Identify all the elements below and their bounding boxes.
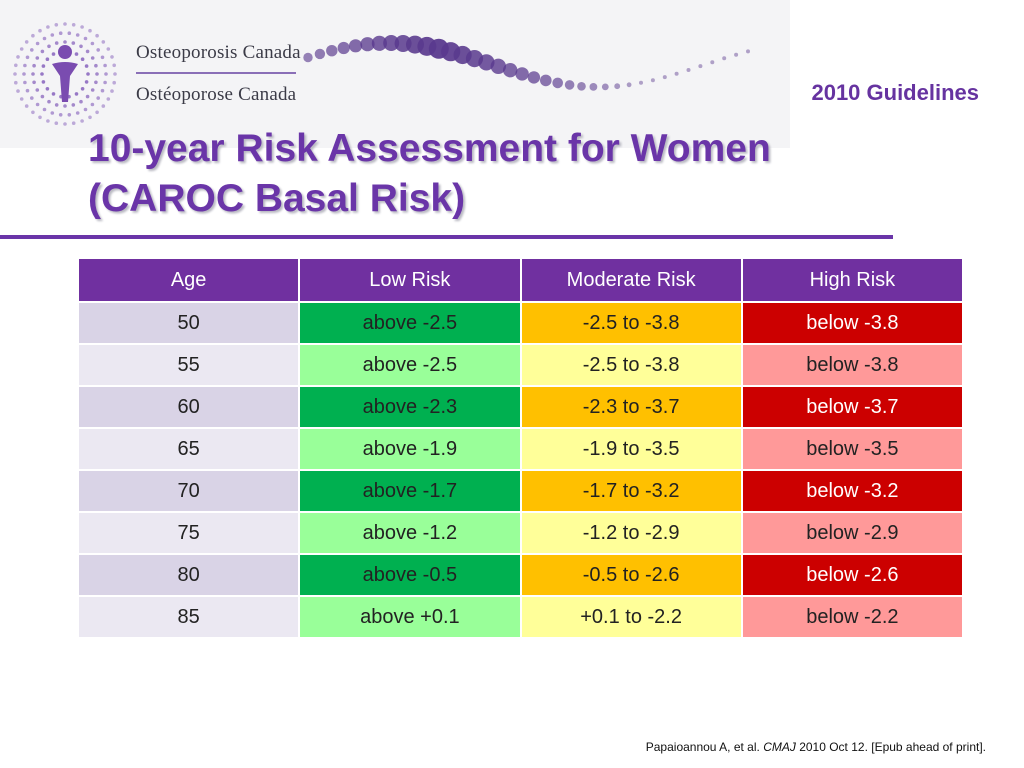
citation-authors: Papaioannou A, et al. <box>645 740 764 754</box>
high-risk-cell: below -3.5 <box>740 427 965 471</box>
high-risk-cell: below -2.6 <box>740 553 965 597</box>
table-row: 60 above -2.3 -2.3 to -3.7 below -3.7 <box>76 385 965 429</box>
header-age: Age <box>76 257 301 303</box>
header-high-risk: High Risk <box>740 257 965 303</box>
title-line-2: (CAROC Basal Risk) <box>88 177 466 220</box>
moderate-risk-cell: -2.3 to -3.7 <box>519 385 743 429</box>
table-row: 85 above +0.1 +0.1 to -2.2 below -2.2 <box>76 595 965 639</box>
moderate-risk-cell: -0.5 to -2.6 <box>519 553 743 597</box>
table-row: 55 above -2.5 -2.5 to -3.8 below -3.8 <box>76 343 965 387</box>
citation-details: 2010 Oct 12. [Epub ahead of print]. <box>795 740 986 754</box>
title-underline <box>0 235 893 239</box>
high-risk-cell: below -3.8 <box>740 301 965 345</box>
high-risk-cell: below -3.2 <box>740 469 965 513</box>
moderate-risk-cell: -2.5 to -3.8 <box>519 343 743 387</box>
table-header-row: Age Low Risk Moderate Risk High Risk <box>76 257 965 303</box>
risk-table: Age Low Risk Moderate Risk High Risk 50 … <box>76 257 965 639</box>
low-risk-cell: above -0.5 <box>298 553 522 597</box>
citation: Papaioannou A, et al. CMAJ 2010 Oct 12. … <box>646 740 986 754</box>
high-risk-cell: below -3.7 <box>740 385 965 429</box>
age-cell: 85 <box>76 595 301 639</box>
high-risk-cell: below -3.8 <box>740 343 965 387</box>
high-risk-cell: below -2.9 <box>740 511 965 555</box>
guidelines-label: 2010 Guidelines <box>811 80 979 105</box>
table-row: 75 above -1.2 -1.2 to -2.9 below -2.9 <box>76 511 965 555</box>
moderate-risk-cell: -2.5 to -3.8 <box>519 301 743 345</box>
age-cell: 75 <box>76 511 301 555</box>
low-risk-cell: above +0.1 <box>298 595 522 639</box>
low-risk-cell: above -1.9 <box>298 427 522 471</box>
moderate-risk-cell: -1.9 to -3.5 <box>519 427 743 471</box>
title-line-1: 10-year Risk Assessment for Women <box>88 127 771 170</box>
table-row: 65 above -1.9 -1.9 to -3.5 below -3.5 <box>76 427 965 471</box>
header-moderate-risk: Moderate Risk <box>519 257 743 303</box>
low-risk-cell: above -2.5 <box>298 301 522 345</box>
moderate-risk-cell: +0.1 to -2.2 <box>519 595 743 639</box>
low-risk-cell: above -1.2 <box>298 511 522 555</box>
age-cell: 80 <box>76 553 301 597</box>
page-title: 10-year Risk Assessment for Women (CAROC… <box>88 124 968 224</box>
header-low-risk: Low Risk <box>298 257 522 303</box>
age-cell: 60 <box>76 385 301 429</box>
age-cell: 70 <box>76 469 301 513</box>
low-risk-cell: above -2.5 <box>298 343 522 387</box>
table-row: 50 above -2.5 -2.5 to -3.8 below -3.8 <box>76 301 965 345</box>
dot-wave-decoration-icon <box>303 35 750 91</box>
high-risk-cell: below -2.2 <box>740 595 965 639</box>
age-cell: 50 <box>76 301 301 345</box>
logo-name-english: Osteoporosis Canada <box>136 42 301 63</box>
logo-name-french: Ostéoporose Canada <box>136 84 297 105</box>
moderate-risk-cell: -1.2 to -2.9 <box>519 511 743 555</box>
osteoporosis-canada-logo-icon <box>13 22 117 126</box>
low-risk-cell: above -1.7 <box>298 469 522 513</box>
citation-journal: CMAJ <box>763 740 796 754</box>
low-risk-cell: above -2.3 <box>298 385 522 429</box>
table-row: 70 above -1.7 -1.7 to -3.2 below -3.2 <box>76 469 965 513</box>
moderate-risk-cell: -1.7 to -3.2 <box>519 469 743 513</box>
age-cell: 55 <box>76 343 301 387</box>
logo-banner: Osteoporosis Canada Ostéoporose Canada <box>0 0 790 148</box>
logo-divider <box>136 72 296 74</box>
age-cell: 65 <box>76 427 301 471</box>
table-row: 80 above -0.5 -0.5 to -2.6 below -2.6 <box>76 553 965 597</box>
